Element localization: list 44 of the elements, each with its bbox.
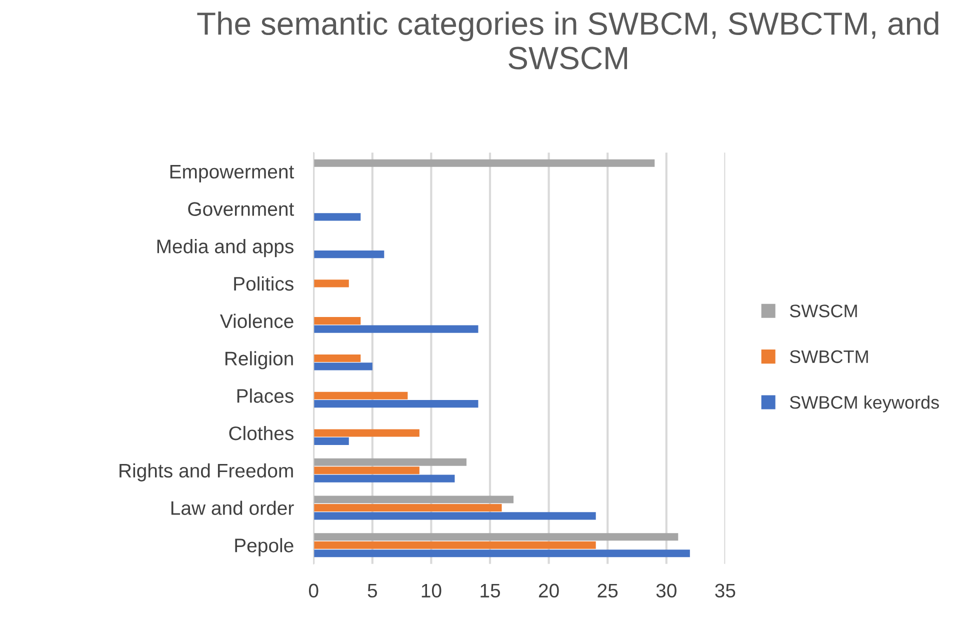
x-tick-label: 25 xyxy=(598,584,618,598)
bar xyxy=(314,474,455,482)
bar xyxy=(314,280,349,288)
bar xyxy=(314,504,502,512)
bar xyxy=(314,466,420,474)
bar xyxy=(314,429,420,437)
bar xyxy=(314,354,361,362)
y-tick-label: Media and apps xyxy=(157,239,294,258)
bar xyxy=(314,213,361,221)
y-tick-label: Places xyxy=(237,388,294,403)
bar xyxy=(314,496,514,504)
chart-title: The semantic categories in SWBCM, SWBCTM, and SWSCM xyxy=(197,12,938,70)
bar xyxy=(314,250,384,258)
x-tick-label: 20 xyxy=(538,584,559,598)
y-tick-label: Rights and Freedom xyxy=(120,463,293,482)
legend-label: SWBCTM xyxy=(790,350,868,364)
x-tick-label: 5 xyxy=(368,584,377,598)
bar xyxy=(314,458,466,466)
legend-label: SWSCM xyxy=(790,304,857,318)
bar xyxy=(314,533,678,541)
bar xyxy=(314,512,596,520)
bar xyxy=(314,362,372,370)
bar xyxy=(314,550,690,558)
legend-label: SWBCM keywords xyxy=(790,396,939,412)
y-tick-label: Government xyxy=(188,202,294,216)
y-tick-label: Law and order xyxy=(171,500,294,515)
y-tick-label: Empowerment xyxy=(170,164,294,182)
bar xyxy=(314,437,349,445)
y-tick-label: Pepole xyxy=(235,538,294,556)
y-tick-label: Clothes xyxy=(229,426,294,440)
x-tick-label: 10 xyxy=(422,584,442,598)
bar xyxy=(314,317,361,325)
bar xyxy=(314,400,478,408)
x-tick-label: 35 xyxy=(715,584,736,598)
x-tick-label: 30 xyxy=(656,584,676,598)
bar xyxy=(314,541,596,549)
x-tick-label: 0 xyxy=(308,584,318,598)
bar xyxy=(314,325,478,333)
x-tick-label: 15 xyxy=(480,584,500,598)
y-tick-label: Religion xyxy=(225,351,293,370)
y-tick-label: Violence xyxy=(220,314,294,328)
bar xyxy=(314,392,408,400)
y-tick-label: Politics xyxy=(234,276,294,291)
bar xyxy=(314,159,655,167)
